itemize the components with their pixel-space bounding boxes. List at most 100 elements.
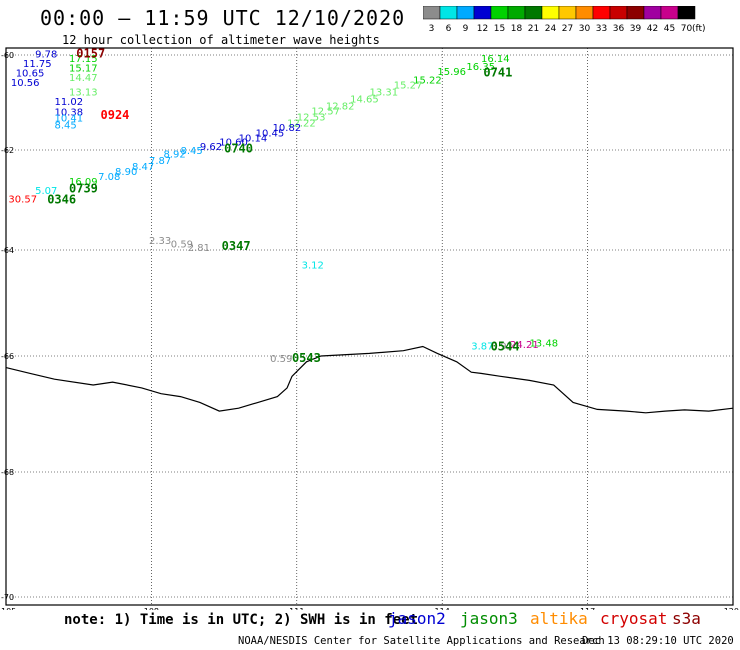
map-subtitle: 12 hour collection of altimeter wave hei… xyxy=(62,33,380,47)
wave-height-value: 10.65 xyxy=(16,68,45,79)
wave-height-value: 8.45 xyxy=(54,121,76,132)
lat-tick-label: -60 xyxy=(1,51,14,60)
wave-height-value: 0.59 xyxy=(270,354,292,365)
pass-time-label: 0347 xyxy=(222,239,251,253)
scale-label: 15 xyxy=(494,24,505,34)
lat-tick-label: -64 xyxy=(1,246,14,255)
wave-height-value: 5.07 xyxy=(35,186,57,197)
antarctic-coastline xyxy=(5,345,734,414)
scale-label: 18 xyxy=(511,24,523,34)
wave-height-value: 7.87 xyxy=(149,156,171,167)
wave-height-value: 10.56 xyxy=(11,78,40,89)
axis-tick-labels: -60 -62 -64 -66 -68 -70 105 108 111 114 117 120 xyxy=(1,51,739,610)
scale-label: 12 xyxy=(477,24,488,34)
scale-label: 30 xyxy=(579,24,591,34)
wave-height-value: 15.17 xyxy=(69,64,98,75)
lon-tick-label: 120 xyxy=(724,607,739,610)
wave-height-value: 9.62 xyxy=(200,142,222,153)
lon-tick-label: 117 xyxy=(580,607,595,610)
footer-datestamp: Dec 13 08:29:10 UTC 2020 xyxy=(582,635,734,647)
scale-label: 3 xyxy=(429,24,435,34)
wave-height-value: 3.87 xyxy=(471,342,493,353)
wave-height-value: 11.02 xyxy=(54,97,83,108)
scale-label: 39 xyxy=(630,24,642,34)
pass-time-label: 0741 xyxy=(483,65,512,79)
legend-jason3: jason3 xyxy=(460,609,518,628)
scale-label: 24 xyxy=(545,24,557,34)
scale-label: 6 xyxy=(446,24,452,34)
wave-height-value: 15.27 xyxy=(394,80,423,91)
lat-tick-label: -70 xyxy=(1,593,14,602)
scale-label: 45 xyxy=(664,24,675,34)
scale-swatch xyxy=(677,6,696,20)
wave-height-value: 13.31 xyxy=(370,87,399,98)
scale-label: 33 xyxy=(596,24,607,34)
legend-note: note: 1) Time is in UTC; 2) SWH is in fe… xyxy=(64,612,419,628)
wave-height-value: 10.45 xyxy=(256,129,285,140)
scale-label: 36 xyxy=(613,24,625,34)
wave-height-value: 10.41 xyxy=(54,114,83,125)
wave-height-value: 8.90 xyxy=(115,167,137,178)
wave-height-value: 12.53 xyxy=(297,113,326,124)
lat-lon-grid xyxy=(5,48,734,605)
wave-height-value: 15.96 xyxy=(437,67,466,78)
legend-jason2: jason2 xyxy=(388,609,446,628)
scale-label: 9 xyxy=(463,24,469,34)
wave-height-value: 10.82 xyxy=(273,123,302,134)
pass-time-label: 0924 xyxy=(101,108,130,122)
pass-time-label: 0739 xyxy=(69,182,98,196)
wave-height-value: 8.47 xyxy=(132,162,154,173)
scale-label: 42 xyxy=(647,24,658,34)
legend-cryosat: cryosat xyxy=(600,609,668,628)
wave-height-value: 8.92 xyxy=(164,150,186,161)
pass-time-label: 0740 xyxy=(224,142,253,156)
wave-height-value: 16.09 xyxy=(69,177,98,188)
wave-height-value: 8.45 xyxy=(180,146,202,157)
wave-height-value: 13.48 xyxy=(529,338,558,349)
wave-height-value: 10.38 xyxy=(54,107,83,118)
wave-height-value: 2.81 xyxy=(188,243,210,254)
wave-height-value: 10.60 xyxy=(219,137,248,148)
lon-tick-label: 108 xyxy=(144,607,159,610)
wave-height-value: 16.14 xyxy=(481,54,510,65)
wave-height-value: 17.15 xyxy=(69,54,98,65)
pass-time-label: 0157 xyxy=(76,46,105,60)
wave-height-value: 13.13 xyxy=(69,87,98,98)
pass-time-label: 0346 xyxy=(47,193,76,207)
wave-height-value: 12.22 xyxy=(287,118,316,129)
wave-height-value: 14.47 xyxy=(69,73,98,84)
wave-height-value: 11.75 xyxy=(23,59,52,70)
pass-time-label: 0543 xyxy=(292,351,321,365)
lon-tick-label: 111 xyxy=(289,607,304,610)
wave-height-value: 3.12 xyxy=(302,261,324,272)
legend-s3a: s3a xyxy=(672,609,701,628)
legend-altika: altika xyxy=(530,609,588,628)
pass-time-label: 0544 xyxy=(491,340,520,354)
wave-height-value: 0.92 xyxy=(491,342,513,353)
lat-tick-label: -66 xyxy=(1,352,14,361)
scale-label: 70 xyxy=(681,24,693,34)
wave-height-value: 9.78 xyxy=(35,49,57,60)
wave-height-value: 15.22 xyxy=(413,76,442,87)
wave-height-value: 24.21 xyxy=(510,340,539,351)
wave-height-value: 2.33 xyxy=(149,236,171,247)
footer-credit: NOAA/NESDIS Center for Satellite Applica… xyxy=(238,635,605,647)
scale-unit: (ft) xyxy=(692,24,706,34)
lat-tick-label: -62 xyxy=(1,146,14,155)
lat-tick-label: -68 xyxy=(1,468,14,477)
map-title: 00:00 – 11:59 UTC 12/10/2020 xyxy=(40,6,406,30)
wave-height-value: 16.35 xyxy=(466,62,495,73)
wave-height-value: 12.82 xyxy=(326,102,355,113)
wave-height-value: 14.65 xyxy=(350,95,379,106)
wave-height-value: 0.59 xyxy=(171,240,193,251)
wave-height-value: 30.57 xyxy=(8,195,37,206)
scale-label: 21 xyxy=(528,24,539,34)
wave-height-value: 7.08 xyxy=(98,172,120,183)
scale-label: 27 xyxy=(562,24,573,34)
map-frame xyxy=(5,47,734,606)
wave-height-value: 10.14 xyxy=(239,133,268,144)
lon-tick-label: 105 xyxy=(1,607,16,610)
